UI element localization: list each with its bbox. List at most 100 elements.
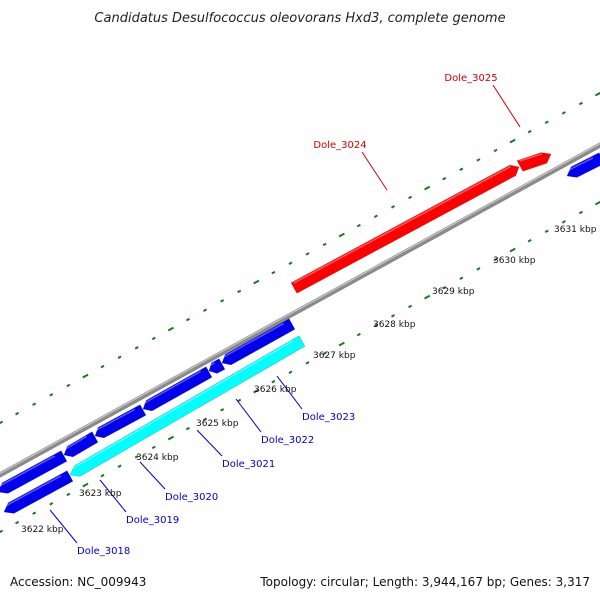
gene-highlight — [69, 335, 306, 477]
inner-tick — [203, 417, 208, 421]
scale-label: 3626 kbp — [254, 385, 297, 395]
outer-tick — [373, 214, 378, 218]
outer-tick — [493, 148, 498, 153]
scale-labels: 3622 kbp 3623 kbp 3624 kbp 3625 kbp 3626 kbp… — [21, 225, 597, 535]
scale-label: 3630 kbp — [493, 256, 536, 266]
accession-text: Accession: NC_009943 — [10, 575, 146, 589]
outer-tick — [117, 355, 122, 359]
gene-reverse-h — [3, 470, 74, 514]
gene-label-dole-3024: Dole_3024 — [313, 140, 366, 151]
gene-reverse-g — [566, 152, 600, 178]
leader-line-dole-3025 — [492, 84, 521, 128]
genome-backbone — [0, 142, 600, 478]
outer-tick — [151, 336, 156, 341]
tick-marks — [0, 91, 600, 534]
leader-line-dole-3022 — [235, 398, 262, 433]
outer-tick — [237, 289, 242, 294]
gene-dole-3024-shine — [293, 165, 512, 284]
outer-tick — [476, 158, 481, 162]
inner-tick — [32, 511, 37, 515]
outer-tick — [288, 261, 293, 265]
inner-tick — [151, 445, 156, 450]
outer-tick — [544, 120, 549, 125]
inner-tick — [424, 294, 431, 300]
inner-tick — [544, 229, 549, 234]
gene-reverse-c-shine — [94, 408, 136, 432]
inner-tick — [561, 220, 566, 224]
gene-label-dole-3022: Dole_3022 — [261, 435, 314, 446]
leader-line-dole-3023 — [276, 375, 303, 410]
label-leader-lines — [49, 84, 521, 544]
outer-tick — [32, 402, 37, 406]
gene-reverse-e — [208, 358, 226, 374]
gene-reverse-g-shine — [566, 157, 594, 172]
inner-tick — [578, 210, 583, 215]
gene-dole-3025 — [516, 152, 552, 172]
outer-tick — [185, 317, 190, 322]
scale-label: 3625 kbp — [196, 419, 239, 429]
outer-tick — [424, 185, 431, 191]
leader-line-dole-3024 — [361, 151, 388, 191]
outer-tick — [253, 279, 260, 285]
outer-tick — [561, 111, 566, 115]
inner-tick — [493, 257, 498, 262]
inner-tick — [66, 492, 71, 497]
inner-tick — [220, 408, 225, 412]
outer-tick — [203, 308, 208, 312]
inner-tick — [0, 529, 4, 534]
outer-tick — [49, 393, 54, 397]
leader-line-dole-3018 — [49, 509, 78, 544]
outer-tick — [390, 205, 395, 209]
gene-labels: Dole_3018 Dole_3019 Dole_3020 Dole_3021 Dole… — [77, 73, 498, 557]
inner-tick — [509, 247, 516, 253]
scale-label: 3622 kbp — [21, 525, 64, 535]
scale-label: 3629 kbp — [432, 287, 475, 297]
gene-label-dole-3021: Dole_3021 — [222, 459, 275, 470]
gene-dole-3024 — [290, 164, 520, 294]
gene-reverse-c — [94, 404, 147, 439]
outer-tick — [220, 299, 225, 303]
inner-tick — [305, 361, 310, 365]
gene-reverse-a-shine — [0, 455, 56, 487]
outer-tick — [356, 223, 361, 228]
gene-reverse-h-shine — [3, 475, 62, 508]
inner-tick — [527, 238, 532, 243]
gene-reverse-b-shine — [63, 435, 88, 451]
map-title: Candidatus Desulfococcus oleovorans Hxd3… — [94, 11, 505, 26]
inner-tick — [288, 370, 293, 374]
scale-label: 3628 kbp — [373, 320, 416, 330]
backbone-highlight — [0, 142, 600, 475]
gene-reverse-f — [221, 318, 296, 366]
outer-tick — [0, 420, 4, 425]
gene-label-dole-3018: Dole_3018 — [77, 546, 130, 557]
outer-tick — [100, 364, 105, 369]
inner-tick — [442, 285, 447, 290]
outer-tick — [15, 411, 20, 416]
inner-tick — [185, 426, 190, 431]
inner-tick — [49, 502, 54, 506]
genome-summary-text: Topology: circular; Length: 3,944,167 bp… — [259, 575, 590, 589]
outer-tick — [271, 270, 276, 275]
gene-dole-3025-shine — [519, 153, 543, 162]
inner-tick — [253, 388, 260, 394]
outer-tick — [459, 167, 464, 171]
inner-tick — [117, 464, 122, 468]
inner-tick — [408, 304, 413, 309]
inner-tick — [373, 323, 378, 327]
outer-tick — [594, 91, 600, 97]
inner-tick — [356, 332, 361, 337]
outer-tick — [134, 346, 139, 350]
inner-tick — [271, 379, 276, 384]
inner-tick — [237, 398, 242, 403]
outer-tick — [322, 242, 327, 247]
inner-tick — [459, 276, 464, 280]
gene-reverse-d — [142, 366, 213, 412]
gene-highlight-shine — [69, 340, 294, 471]
outer-tick — [408, 195, 413, 200]
outer-tick — [527, 129, 532, 134]
scale-label: 3631 kbp — [554, 225, 597, 235]
scale-label: 3627 kbp — [313, 351, 356, 361]
backbone-line — [0, 142, 600, 478]
gene-label-dole-3023: Dole_3023 — [302, 412, 355, 423]
outer-tick — [167, 326, 174, 332]
